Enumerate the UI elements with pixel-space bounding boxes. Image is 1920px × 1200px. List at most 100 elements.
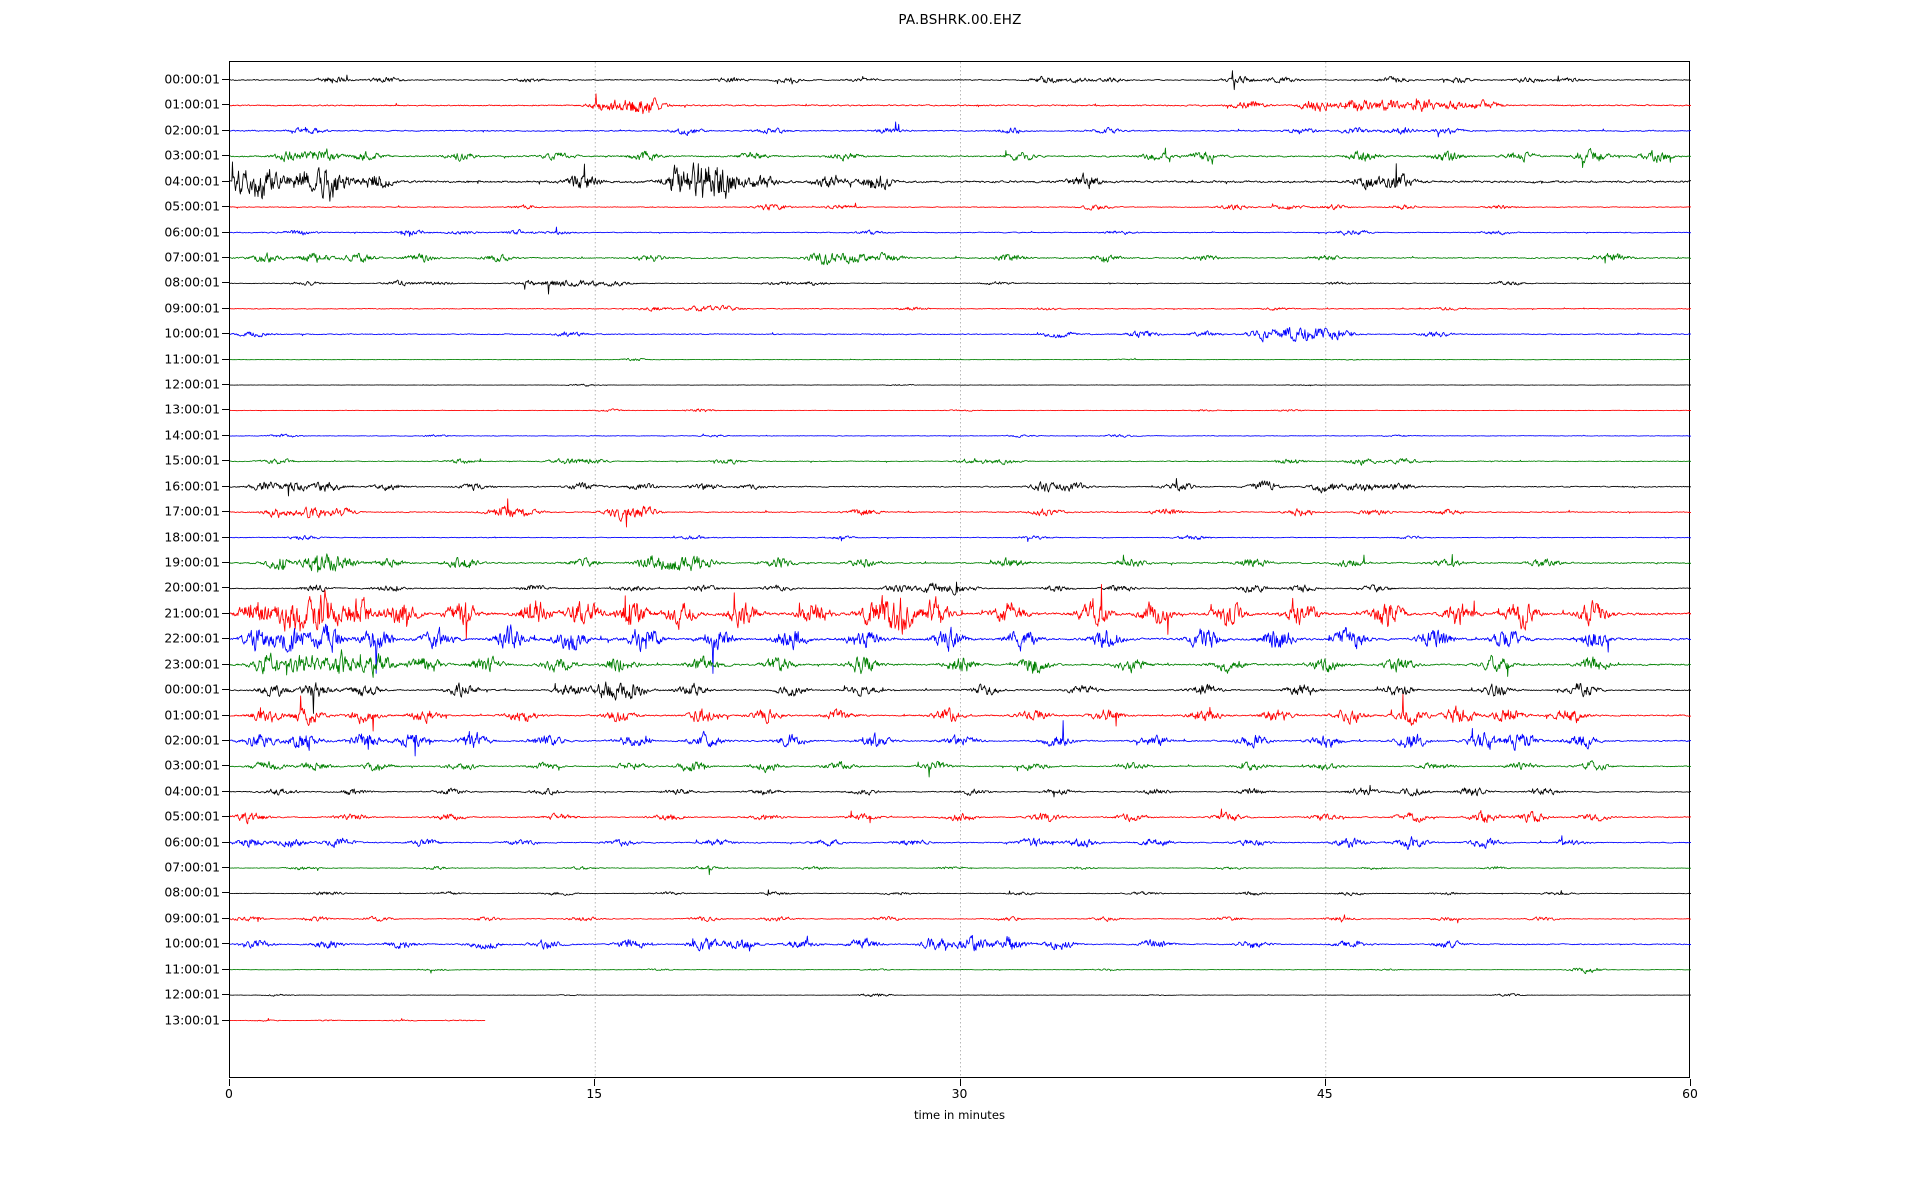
y-tick-mark: [222, 714, 229, 716]
y-tick-mark: [222, 434, 229, 436]
y-tick-mark: [222, 867, 229, 869]
y-tick-label: 20:00:01: [164, 579, 220, 595]
x-tick-label: 15: [586, 1086, 603, 1101]
trace-line: [230, 161, 1691, 202]
y-tick-label: 11:00:01: [164, 351, 220, 367]
x-tick-label: 60: [1682, 1086, 1698, 1101]
y-tick-label: 16:00:01: [164, 478, 220, 494]
y-tick-label: 12:00:01: [164, 986, 220, 1002]
trace-line: [230, 70, 1691, 91]
y-tick-label: 07:00:01: [164, 859, 220, 875]
y-tick-label: 01:00:01: [164, 96, 220, 112]
trace-line: [230, 408, 1691, 413]
trace-line: [230, 993, 1691, 998]
y-tick-label: 13:00:01: [164, 401, 220, 417]
y-tick-mark: [222, 206, 229, 208]
y-tick-label: 05:00:01: [164, 808, 220, 824]
trace-line: [230, 304, 1691, 312]
y-tick-mark: [222, 663, 229, 665]
trace-line: [230, 147, 1691, 169]
y-tick-mark: [222, 790, 229, 792]
trace-line: [230, 226, 1691, 237]
x-tick-label: 0: [225, 1086, 233, 1101]
trace-line: [230, 357, 1691, 362]
y-tick-mark: [222, 994, 229, 996]
y-tick-label: 15:00:01: [164, 452, 220, 468]
trace-line: [230, 889, 1691, 897]
trace-line: [230, 784, 1691, 798]
y-tick-mark: [222, 231, 229, 233]
y-tick-label: 09:00:01: [164, 910, 220, 926]
y-tick-label: 02:00:01: [164, 122, 220, 138]
y-tick-label: 11:00:01: [164, 961, 220, 977]
trace-line: [230, 583, 1691, 640]
x-tick-mark: [229, 1079, 230, 1086]
trace-line: [230, 202, 1691, 211]
y-tick-mark: [222, 968, 229, 970]
trace-line: [230, 534, 1691, 543]
trace-line: [230, 934, 1691, 952]
y-tick-mark: [222, 536, 229, 538]
y-tick-label: 04:00:01: [164, 173, 220, 189]
y-tick-label: 01:00:01: [164, 707, 220, 722]
y-tick-label: 07:00:01: [164, 249, 220, 265]
y-tick-label: 09:00:01: [164, 300, 220, 316]
y-tick-mark: [222, 256, 229, 258]
y-tick-label: 12:00:01: [164, 376, 220, 392]
y-tick-mark: [222, 180, 229, 182]
y-tick-mark: [222, 384, 229, 386]
x-tick-label: 30: [951, 1086, 968, 1101]
trace-line: [230, 681, 1691, 714]
trace-line: [230, 914, 1691, 924]
y-tick-mark: [222, 943, 229, 945]
trace-line: [230, 477, 1691, 497]
y-tick-mark: [222, 1019, 229, 1021]
y-tick-mark: [222, 739, 229, 741]
y-tick-mark: [222, 409, 229, 411]
x-tick-mark: [959, 1079, 961, 1086]
y-tick-mark: [222, 638, 229, 640]
trace-line: [230, 865, 1691, 876]
trace-line: [230, 835, 1691, 851]
y-tick-label: 05:00:01: [164, 198, 220, 214]
y-tick-label: 10:00:01: [164, 325, 220, 341]
y-tick-mark: [222, 155, 229, 157]
y-tick-mark: [222, 79, 229, 80]
y-tick-label: 17:00:01: [164, 503, 220, 519]
trace-line: [230, 383, 1691, 387]
trace-line: [230, 581, 1691, 596]
y-tick-label: 23:00:01: [164, 656, 220, 672]
y-tick-label: 00:00:01: [164, 681, 220, 697]
trace-line: [230, 760, 1691, 778]
y-tick-mark: [222, 358, 229, 360]
y-tick-label: 19:00:01: [164, 554, 220, 570]
y-tick-mark: [222, 917, 229, 919]
trace-line: [230, 93, 1691, 115]
trace-line: [230, 498, 1691, 528]
plot-axes: [229, 61, 1691, 1079]
y-tick-mark: [222, 587, 229, 589]
y-tick-label: 18:00:01: [164, 529, 220, 545]
trace-line: [230, 553, 1691, 573]
y-tick-mark: [222, 307, 229, 309]
y-tick-label: 13:00:01: [164, 1012, 220, 1028]
y-tick-label: 21:00:01: [164, 605, 220, 621]
y-tick-label: 06:00:01: [164, 834, 220, 850]
y-tick-label: 06:00:01: [164, 224, 220, 240]
y-tick-mark: [222, 511, 229, 513]
y-tick-mark: [222, 561, 229, 563]
seismogram-traces: [230, 62, 1691, 1079]
trace-line: [230, 967, 1691, 975]
y-tick-label: 08:00:01: [164, 884, 220, 900]
y-tick-label: 03:00:01: [164, 147, 220, 163]
trace-line: [230, 649, 1691, 678]
trace-line: [230, 623, 1691, 674]
y-tick-mark: [222, 689, 229, 691]
x-tick-label: 45: [1316, 1086, 1333, 1101]
page-title: PA.BSHRK.00.EHZ: [898, 12, 1022, 28]
y-tick-label: 04:00:01: [164, 783, 220, 799]
y-tick-mark: [222, 612, 229, 614]
trace-line: [230, 279, 1691, 295]
y-tick-label: 08:00:01: [164, 274, 220, 290]
trace-line: [230, 251, 1691, 266]
